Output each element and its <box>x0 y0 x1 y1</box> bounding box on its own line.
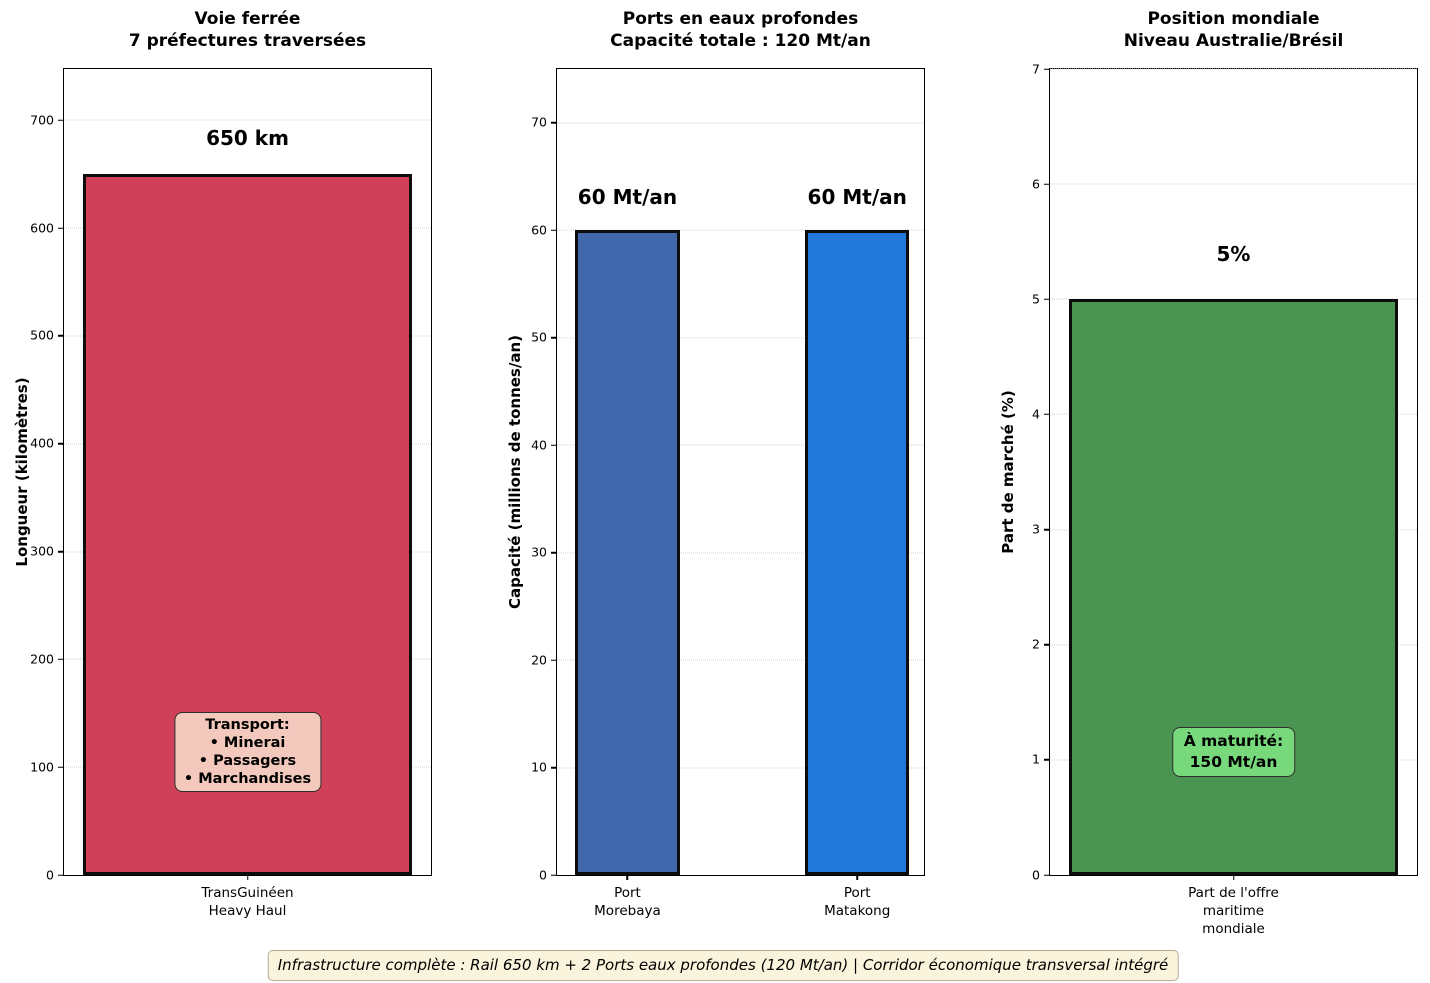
gridline <box>1050 68 1417 70</box>
y-tick-label: 1 <box>1032 751 1040 767</box>
bar <box>574 230 680 875</box>
y-tick-mark <box>58 227 64 229</box>
gridline <box>557 552 924 554</box>
bar <box>805 230 909 875</box>
y-tick-mark <box>1044 298 1050 301</box>
chart-rail: Voie ferrée 7 préfectures traversées Lon… <box>13 9 432 919</box>
y-tick-mark <box>551 874 557 876</box>
y-tick-label: 7 <box>1032 60 1040 76</box>
gridline <box>557 229 924 231</box>
y-tick-mark <box>58 119 64 121</box>
chart-rail-plot-area: 0 100 200 300 400 500 600 700 650 km TransGuinéen… <box>30 68 432 919</box>
annotation-box: À maturité: 150 Mt/an <box>1171 727 1296 777</box>
y-tick-mark <box>551 336 557 339</box>
y-tick-label: 20 <box>531 651 547 667</box>
y-tick-label: 6 <box>1032 175 1040 191</box>
gridline <box>1050 183 1417 185</box>
y-tick-label: 300 <box>30 543 54 559</box>
y-tick-label: 600 <box>30 219 54 235</box>
y-tick-mark <box>551 551 557 554</box>
bar <box>1068 299 1399 875</box>
y-tick-mark <box>1044 643 1050 646</box>
y-tick-mark <box>58 658 64 661</box>
y-tick-mark <box>1044 528 1050 531</box>
chart-market-share-y-axis-label: Part de marché (%) <box>999 390 1017 554</box>
y-tick-mark <box>1044 413 1050 416</box>
chart-ports-plot-area: 0 10 20 30 40 50 60 70 60 Mt/an Port Morebaya 60 M… <box>531 68 925 919</box>
y-tick-label: 100 <box>30 758 54 774</box>
y-tick-label: 10 <box>531 759 547 775</box>
y-tick-label: 2 <box>1032 636 1040 652</box>
y-tick-label: 0 <box>46 866 54 882</box>
x-tick-mark <box>246 875 249 880</box>
x-tick-mark <box>1232 875 1235 880</box>
y-tick-mark <box>551 766 557 769</box>
y-tick-mark <box>1044 874 1050 876</box>
bar-value-label: 60 Mt/an <box>807 185 907 210</box>
gridline <box>557 444 924 446</box>
y-tick-mark <box>58 874 64 876</box>
y-tick-label: 5 <box>1032 291 1040 307</box>
y-tick-label: 4 <box>1032 406 1040 422</box>
y-tick-mark <box>58 550 64 553</box>
y-tick-mark <box>58 442 64 445</box>
y-tick-mark <box>551 121 557 124</box>
chart-rail-y-axis-label: Longueur (kilomètres) <box>13 377 31 567</box>
y-tick-mark <box>551 229 557 231</box>
y-tick-label: 500 <box>30 327 54 343</box>
y-tick-mark <box>1044 759 1050 761</box>
y-tick-mark <box>551 659 557 661</box>
chart-ports-y-axis-label: Capacité (millions de tonnes/an) <box>506 335 524 609</box>
x-tick-label: Part de l'offre maritime mondiale <box>1188 885 1279 937</box>
y-tick-mark <box>551 444 557 446</box>
y-tick-label: 70 <box>531 114 547 130</box>
chart-market-share: Position mondiale Niveau Australie/Brési… <box>999 9 1418 937</box>
chart-market-share-title: Position mondiale Niveau Australie/Brési… <box>1123 9 1344 51</box>
bar-value-label: 650 km <box>206 126 289 151</box>
y-tick-label: 3 <box>1032 521 1040 537</box>
gridline <box>64 119 431 121</box>
y-tick-mark <box>1044 68 1050 70</box>
y-tick-mark <box>58 335 64 337</box>
x-tick-label: TransGuinéen Heavy Haul <box>201 885 294 919</box>
chart-ports: Ports en eaux profondes Capacité totale … <box>506 9 925 919</box>
figure-caption: Infrastructure complète : Rail 650 km + … <box>267 950 1179 981</box>
annotation-box: Transport: • Minerai • Passagers • March… <box>173 712 322 792</box>
chart-ports-title: Ports en eaux profondes Capacité totale … <box>610 9 871 51</box>
chart-market-share-plot-area: 0 1 2 3 4 5 6 7 5% Part de l'offre maritime mondi… <box>1032 62 1418 937</box>
x-tick-label: Port Morebaya <box>594 885 661 919</box>
y-tick-label: 60 <box>531 221 547 237</box>
gridline <box>557 767 924 769</box>
gridline <box>557 659 924 661</box>
bar-value-label: 60 Mt/an <box>577 185 678 210</box>
y-tick-label: 400 <box>30 435 54 451</box>
y-tick-mark <box>58 766 64 768</box>
y-tick-label: 40 <box>531 436 547 452</box>
x-tick-label: Port Matakong <box>824 885 891 919</box>
bar-value-label: 5% <box>1216 242 1251 267</box>
y-tick-label: 50 <box>531 329 547 345</box>
gridline <box>557 122 924 124</box>
chart-rail-title: Voie ferrée 7 préfectures traversées <box>128 9 367 51</box>
gridline <box>557 337 924 339</box>
y-tick-label: 0 <box>539 866 547 882</box>
x-tick-mark <box>626 875 629 880</box>
y-tick-label: 700 <box>30 111 54 127</box>
y-tick-label: 30 <box>531 544 547 560</box>
y-tick-mark <box>1044 183 1050 185</box>
y-tick-label: 0 <box>1032 866 1040 882</box>
x-tick-mark <box>856 875 858 880</box>
y-tick-label: 200 <box>30 651 54 667</box>
